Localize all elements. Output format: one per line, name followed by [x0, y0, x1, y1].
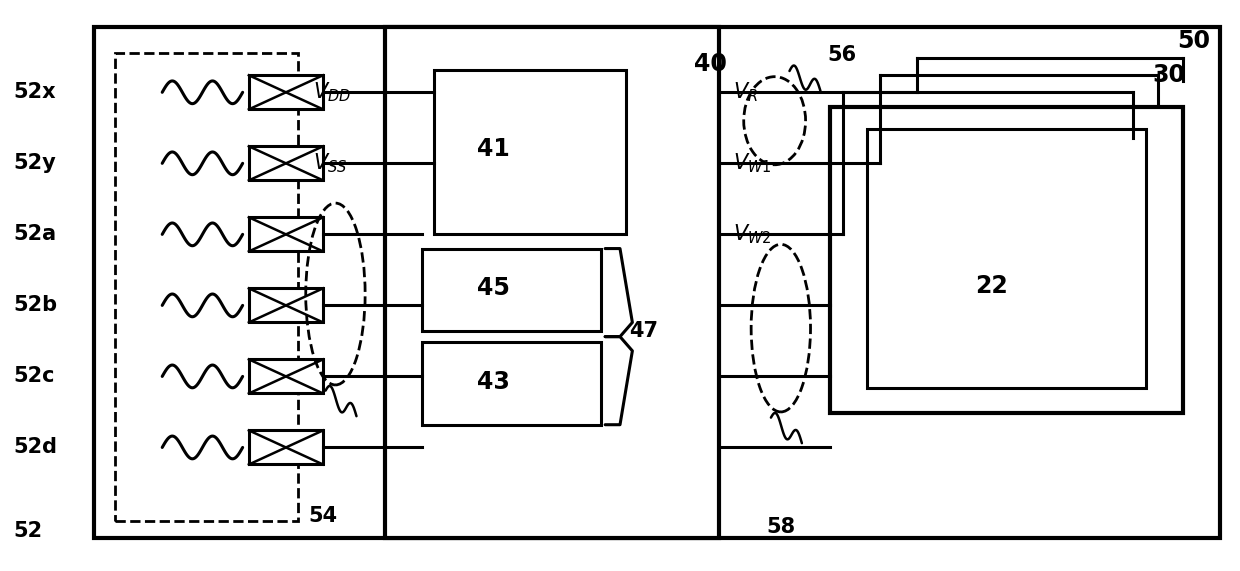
- Text: $V_R$: $V_R$: [733, 81, 758, 104]
- Bar: [831, 107, 1183, 413]
- Text: 40: 40: [694, 52, 727, 76]
- Bar: [249, 218, 324, 251]
- Text: 52x: 52x: [14, 82, 56, 102]
- Text: 52a: 52a: [14, 224, 57, 244]
- Text: $V_{W2}$: $V_{W2}$: [733, 223, 771, 246]
- Bar: [422, 248, 601, 331]
- Text: 45: 45: [477, 276, 510, 300]
- Text: 52d: 52d: [14, 437, 58, 457]
- Text: $V_{SS}$: $V_{SS}$: [314, 151, 347, 175]
- Text: $V_{W1}$: $V_{W1}$: [733, 151, 771, 175]
- Bar: [115, 53, 299, 521]
- Bar: [249, 288, 324, 323]
- Bar: [249, 75, 324, 110]
- Text: 52: 52: [14, 521, 43, 541]
- Bar: [434, 70, 626, 234]
- Text: 52y: 52y: [14, 154, 57, 174]
- Text: 52c: 52c: [14, 367, 56, 387]
- Text: 47: 47: [629, 321, 657, 341]
- Text: 50: 50: [1177, 29, 1210, 53]
- Bar: [249, 359, 324, 393]
- Text: 22: 22: [975, 274, 1008, 297]
- Text: 52b: 52b: [14, 295, 58, 315]
- Text: 41: 41: [477, 137, 510, 161]
- Text: 58: 58: [766, 517, 795, 537]
- Bar: [868, 129, 1146, 388]
- Text: $V_{DD}$: $V_{DD}$: [314, 81, 351, 104]
- Bar: [249, 431, 324, 464]
- Bar: [249, 146, 324, 180]
- Bar: [384, 27, 719, 538]
- Text: 43: 43: [477, 370, 510, 394]
- Bar: [422, 343, 601, 425]
- Text: 30: 30: [1152, 63, 1185, 87]
- Text: 56: 56: [828, 45, 857, 65]
- Text: 54: 54: [309, 506, 337, 526]
